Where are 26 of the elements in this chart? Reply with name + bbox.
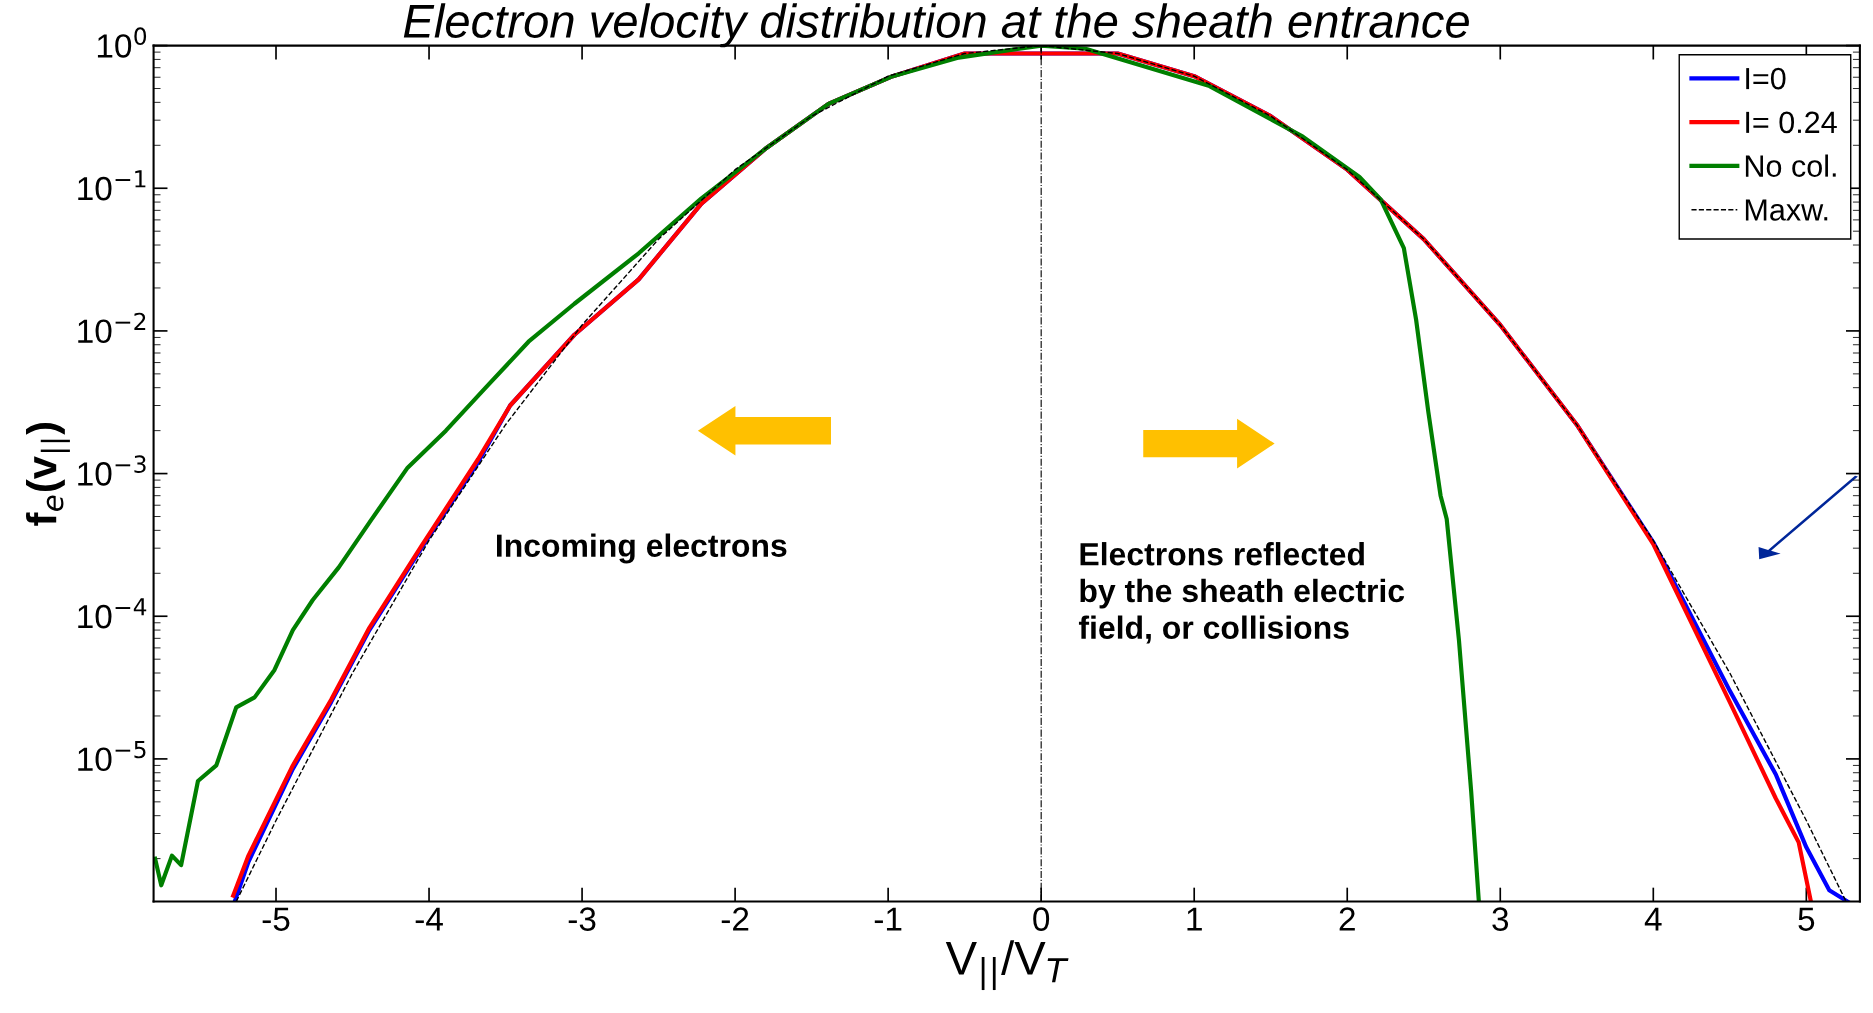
y-tick-label: 10$^{−3}$ (78, 455, 146, 486)
x-tick-label: 0 (1033, 907, 1050, 931)
x-tick-label: -1 (874, 907, 902, 931)
x-tick-label: -3 (568, 907, 596, 931)
legend-label: Maxw. (1745, 199, 1828, 221)
x-tick-label: 3 (1492, 907, 1509, 931)
y-tick-label: 10$^{−1}$ (78, 170, 146, 201)
y-tick-label: 10$^{0}$ (97, 27, 147, 58)
y-axis-title: f$_{e}$(v$_{||}$) (26, 423, 70, 526)
chart-title: Electron velocity distribution at the sheath entrance (403, 3, 1469, 48)
x-tick-label: 4 (1644, 907, 1662, 931)
x-tick-label: 1 (1187, 907, 1202, 931)
x-axis-title: V$_{||}$/V$_{T}$ (945, 940, 1069, 991)
legend-label: I=0 (1746, 67, 1786, 90)
legend-label: I= 0.24 (1746, 111, 1837, 134)
y-tick-label: 10$^{−5}$ (78, 740, 146, 772)
y-tick-label: 10$^{−4}$ (78, 598, 147, 629)
legend-label: No col. (1745, 154, 1836, 177)
y-tick-label: 10$^{−2}$ (78, 312, 146, 344)
x-tick-label: -2 (721, 907, 749, 931)
annotation: Incoming electrons (496, 533, 787, 564)
x-tick-label: 2 (1339, 907, 1355, 931)
annotation: Electrons reflected by the sheath electric field, or collisions (1078, 542, 1405, 644)
x-tick-label: -4 (415, 907, 443, 931)
x-tick-label: -5 (262, 907, 290, 931)
x-tick-label: 5 (1798, 907, 1815, 931)
